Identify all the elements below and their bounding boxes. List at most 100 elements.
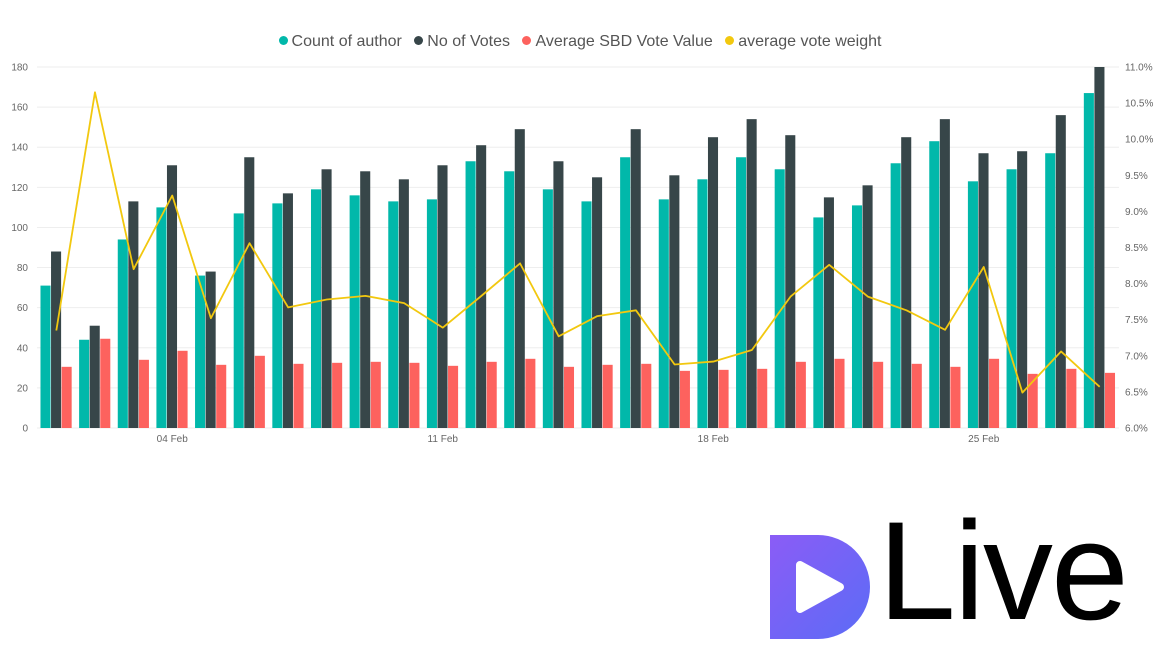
bar-no-of-votes [1055, 115, 1066, 428]
y-left-tick-label: 140 [11, 143, 28, 154]
bar-count-of-author [581, 201, 592, 428]
bar-no-of-votes [707, 137, 719, 428]
bar-no-of-votes [746, 119, 757, 429]
combo-chart: 0 20 40 60 80 100 120 140 160 180 6.0% 6.5% 7.0% 7.5%… [11, 63, 1153, 446]
bar-no-of-votes [823, 197, 834, 428]
bar-count-of-author [967, 181, 978, 428]
bar-count-of-author [620, 157, 631, 428]
bar-average-sbd-vote-value [138, 359, 149, 428]
x-tick-label: 18 Feb [698, 434, 730, 445]
legend-label: Count of author [291, 33, 402, 50]
bar-count-of-author [658, 199, 669, 428]
y-right-tick-label: 10.5% [1125, 99, 1153, 110]
line-average-vote-weight [55, 91, 1101, 394]
y-left-tick-label: 100 [11, 223, 28, 234]
bar-no-of-votes [1094, 67, 1105, 428]
bar-no-of-votes [514, 129, 525, 428]
bar-no-of-votes [592, 177, 603, 428]
chart-legend: Count of author No of Votes Average SBD … [0, 33, 1160, 51]
bar-no-of-votes [128, 201, 139, 428]
bar-average-sbd-vote-value [834, 358, 845, 428]
bar-average-sbd-vote-value [177, 350, 188, 428]
bar-average-sbd-vote-value [448, 365, 459, 428]
x-tick-label: 11 Feb [428, 434, 459, 445]
bar-count-of-author [1045, 153, 1056, 428]
bar-average-sbd-vote-value [61, 366, 72, 428]
bar-average-sbd-vote-value [409, 362, 420, 428]
bar-average-sbd-vote-value [332, 362, 343, 428]
bar-average-sbd-vote-value [873, 361, 884, 428]
bar-average-sbd-vote-value [641, 363, 652, 428]
bar-count-of-author [272, 203, 283, 428]
y-left-tick-label: 40 [17, 343, 29, 354]
bar-average-sbd-vote-value [1066, 368, 1077, 428]
bar-average-sbd-vote-value [950, 366, 961, 428]
bar-count-of-author [774, 169, 785, 429]
bar-average-sbd-vote-value [370, 361, 381, 428]
dlive-logo: Live [770, 501, 1129, 643]
x-tick-label: 25 Feb [968, 434, 1000, 445]
bar-average-sbd-vote-value [602, 364, 613, 428]
bar-no-of-votes [360, 171, 371, 429]
bar-no-of-votes [901, 137, 912, 428]
dlive-logo-text: Live [878, 492, 1129, 649]
legend-item-average-sbd-vote-value[interactable]: Average SBD Vote Value [522, 33, 713, 51]
bar-average-sbd-vote-value [525, 358, 536, 428]
legend-label: No of Votes [427, 33, 511, 50]
bar-no-of-votes [939, 119, 950, 429]
legend-label: average vote weight [738, 33, 882, 50]
bar-average-sbd-vote-value [1027, 373, 1038, 428]
bar-no-of-votes [205, 271, 216, 428]
legend-item-average-vote-weight[interactable]: average vote weight [725, 33, 881, 51]
bar-average-sbd-vote-value [795, 361, 806, 428]
bar-average-sbd-vote-value [293, 363, 304, 428]
y-left-tick-label: 180 [11, 63, 28, 74]
y-right-tick-label: 8.5% [1125, 243, 1148, 254]
dlive-logo-icon [770, 535, 870, 639]
bar-no-of-votes [785, 135, 796, 428]
bar-count-of-author [504, 171, 515, 429]
y-right-tick-label: 9.5% [1125, 171, 1148, 182]
legend-item-count-of-author[interactable]: Count of author [278, 33, 402, 51]
legend-label: Average SBD Vote Value [535, 33, 713, 50]
y-left-tick-label: 120 [11, 183, 28, 194]
bar-count-of-author [310, 189, 322, 428]
bar-no-of-votes [51, 251, 62, 428]
bar-average-sbd-vote-value [911, 363, 922, 428]
bar-count-of-author [79, 339, 90, 428]
bar-average-sbd-vote-value [718, 369, 729, 428]
legend-item-no-of-votes[interactable]: No of Votes [414, 33, 510, 51]
bar-count-of-author [233, 213, 244, 428]
bar-no-of-votes [669, 175, 680, 428]
bar-count-of-author [813, 217, 824, 428]
y-right-tick-label: 6.5% [1125, 387, 1148, 398]
bar-average-sbd-vote-value [216, 364, 227, 428]
bar-no-of-votes [862, 185, 873, 428]
bar-count-of-author [465, 161, 476, 428]
legend-dot-icon [522, 36, 532, 45]
bar-average-sbd-vote-value [679, 370, 690, 428]
bar-average-sbd-vote-value [254, 355, 265, 428]
bar-count-of-author [890, 163, 901, 428]
bar-no-of-votes [476, 145, 487, 428]
bar-no-of-votes [1017, 151, 1028, 428]
bar-no-of-votes [978, 153, 989, 428]
y-right-tick-label: 8.0% [1125, 279, 1148, 290]
bar-count-of-author [1006, 169, 1017, 429]
legend-dot-icon [725, 36, 735, 45]
y-right-tick-label: 7.5% [1125, 315, 1148, 326]
bar-no-of-votes [282, 193, 293, 428]
bar-average-sbd-vote-value [757, 368, 768, 428]
bar-count-of-author [195, 275, 206, 428]
bar-count-of-author [40, 285, 51, 428]
bar-no-of-votes [553, 161, 564, 428]
legend-dot-icon [278, 36, 288, 45]
y-left-tick-label: 60 [17, 303, 29, 314]
y-right-tick-label: 9.0% [1125, 207, 1148, 218]
bar-count-of-author [117, 239, 128, 428]
y-left-tick-label: 0 [22, 424, 28, 435]
bar-average-sbd-vote-value [100, 338, 111, 428]
y-right-tick-label: 6.0% [1125, 424, 1148, 435]
bar-no-of-votes [244, 157, 255, 428]
bar-count-of-author [349, 195, 360, 428]
